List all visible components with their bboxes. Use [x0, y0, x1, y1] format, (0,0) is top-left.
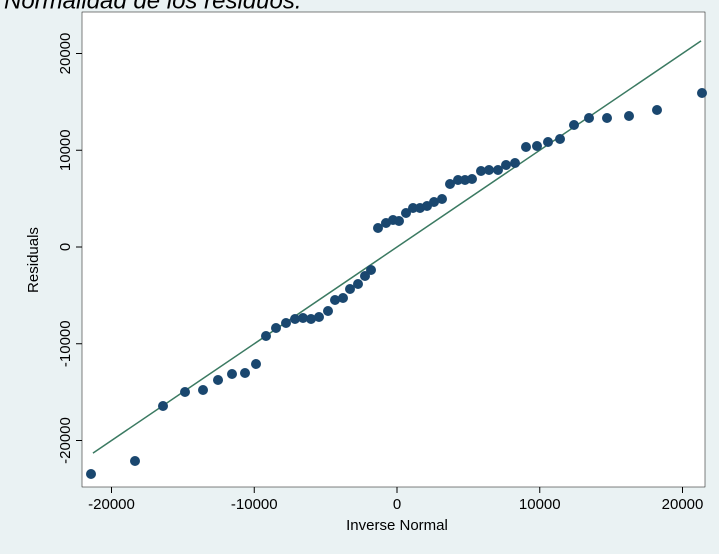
point	[394, 216, 405, 227]
y-tick-label: -10000	[57, 320, 74, 367]
point	[251, 359, 262, 370]
x-tick-label: 20000	[662, 496, 704, 513]
point	[227, 369, 238, 380]
point	[330, 294, 341, 305]
y-axis-label: Residuals	[25, 227, 42, 293]
point	[445, 178, 456, 189]
point	[305, 314, 316, 325]
point	[408, 202, 419, 213]
reference-line	[92, 40, 702, 454]
point	[453, 174, 464, 185]
point	[345, 283, 356, 294]
point	[652, 104, 663, 115]
point	[568, 119, 579, 130]
point	[492, 164, 503, 175]
point	[475, 166, 486, 177]
chart-title: Normalidad de los residuos.	[4, 0, 301, 14]
point	[400, 208, 411, 219]
point	[314, 311, 325, 322]
point	[484, 164, 495, 175]
point	[510, 157, 521, 168]
point	[290, 314, 301, 325]
point	[213, 375, 224, 386]
point	[531, 141, 542, 152]
point	[602, 113, 613, 124]
point	[298, 313, 309, 324]
point	[555, 133, 566, 144]
point	[338, 292, 349, 303]
x-tick-label: 0	[393, 496, 401, 513]
point	[158, 400, 169, 411]
point	[467, 174, 478, 185]
point	[261, 331, 272, 342]
point	[624, 110, 635, 121]
point	[373, 222, 384, 233]
x-axis-label: Inverse Normal	[346, 517, 448, 534]
point	[501, 160, 512, 171]
point	[697, 88, 708, 99]
point	[281, 317, 292, 328]
x-tick-label: -10000	[231, 496, 278, 513]
point	[429, 197, 440, 207]
point	[436, 194, 447, 205]
y-tick-label: 20000	[57, 33, 74, 75]
point	[130, 456, 141, 467]
y-tick-label: 0	[57, 243, 74, 251]
point	[86, 469, 97, 480]
point	[198, 384, 209, 395]
x-tick-label: 10000	[519, 496, 561, 513]
x-tick-label: -20000	[88, 496, 135, 513]
y-tick-label: -20000	[57, 417, 74, 464]
point	[271, 322, 282, 333]
point	[180, 387, 191, 397]
point	[322, 305, 333, 316]
point	[240, 367, 251, 378]
point	[543, 136, 554, 147]
point	[521, 141, 532, 152]
point	[353, 278, 364, 289]
point	[366, 264, 377, 275]
y-tick-label: 10000	[57, 129, 74, 171]
point	[584, 113, 595, 124]
